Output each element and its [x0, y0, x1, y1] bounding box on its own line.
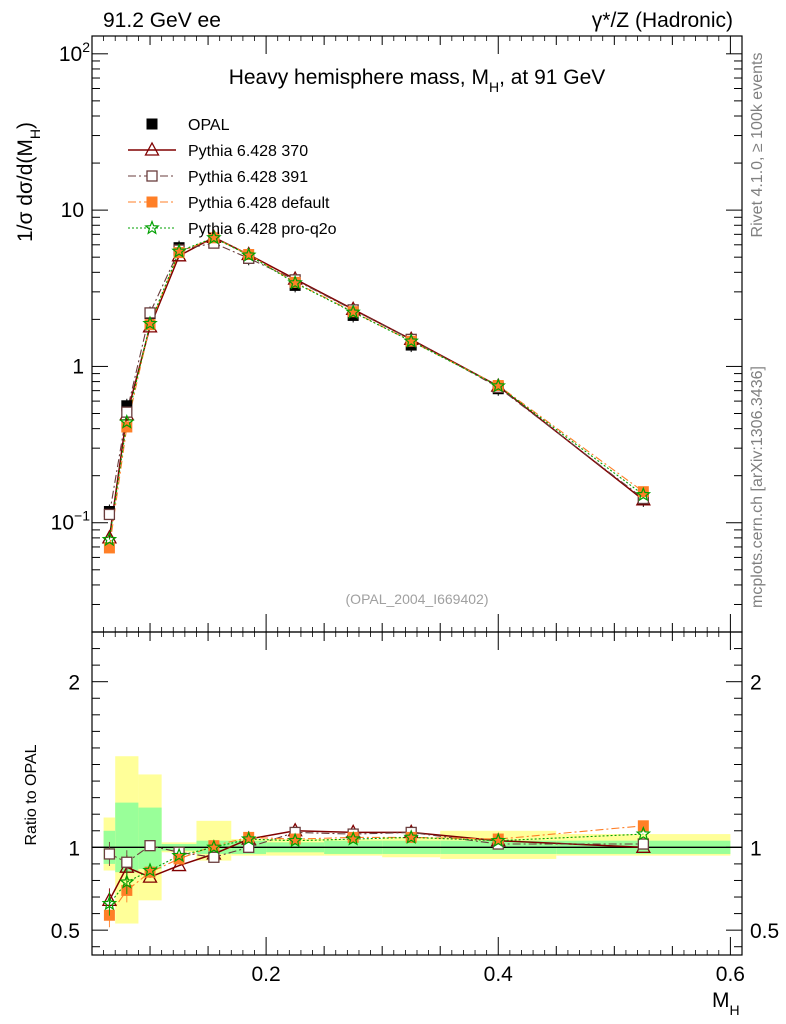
legend-marker-1	[144, 141, 160, 156]
main-title: Heavy hemisphere mass, MH, at 91 GeV	[229, 66, 606, 95]
main-series-3-point	[144, 319, 156, 331]
x-tick-label: 0.2	[252, 963, 281, 986]
ratio-y-tick-label-right: 1	[750, 837, 762, 860]
ratio-y-tick-label: 0.5	[51, 920, 80, 943]
x-tick-label: 0.4	[484, 963, 514, 986]
main-y-tick-label: 10−1	[51, 508, 91, 535]
ratio-series-4-point	[345, 830, 361, 846]
ratio-series-3-point	[637, 820, 649, 832]
ratio-ylabel: Ratio to OPAL	[23, 744, 40, 845]
main-series-4-point	[287, 274, 303, 290]
main-ylabel: 1/σ dσ/d(MH)	[14, 122, 43, 242]
ratio-series-2-point	[637, 838, 649, 850]
legend-label-1: Pythia 6.428 370	[188, 143, 308, 160]
x-tick-label: 0.6	[716, 963, 745, 986]
ratio-plot-frame	[91, 631, 743, 956]
main-series-4-point	[240, 247, 257, 262]
legend-label-2: Pythia 6.428 391	[188, 169, 308, 186]
main-series-3-point	[121, 421, 133, 433]
ratio-series-4-point	[206, 839, 222, 854]
legend-label-4: Pythia 6.428 pro-q2o	[188, 221, 337, 238]
header-right: γ*/Z (Hadronic)	[592, 9, 733, 32]
main-title-part2: , at 91 GeV	[499, 66, 605, 89]
ratio-series-2-point	[144, 840, 156, 852]
ratio-series-4-point	[101, 895, 118, 911]
x-axis-label: MH	[712, 989, 740, 1018]
legend-label-0: OPAL	[188, 117, 230, 134]
rivet-version-text: Rivet 4.1.0, ≥ 100k events	[749, 53, 766, 238]
legend-marker-4	[144, 219, 160, 235]
ratio-series-2-point	[208, 851, 220, 863]
ratio-series-4-point	[171, 847, 187, 863]
ratio-stat-uncertainty-band	[115, 802, 139, 873]
main-series-line-3	[108, 237, 644, 548]
legend-label-3: Pythia 6.428 default	[188, 195, 330, 212]
main-ylabel-subscript: H	[27, 129, 43, 139]
ratio-series-4-point	[240, 830, 257, 846]
ratio-series-4-point	[635, 825, 652, 841]
main-series-line-1	[108, 236, 644, 539]
main-series-4-point	[171, 243, 187, 258]
main-y-tick-label: 102	[59, 39, 90, 66]
main-series-2-point	[103, 508, 116, 521]
main-title-part1: Heavy hemisphere mass, M	[229, 66, 489, 89]
ratio-series-2-point	[121, 856, 133, 868]
ratio-series-4-point	[287, 832, 303, 848]
main-title-subscript: H	[489, 79, 499, 95]
ratio-series-4-point	[490, 832, 506, 848]
main-series-4-point	[118, 414, 135, 429]
main-y-tick-label: 10	[61, 199, 84, 222]
main-series-4-point	[490, 377, 506, 393]
ratio-plot-panel: 0.5 0.5 1 1 2 2 0.2 0.4 0.6 Ratio to OPAL MH	[23, 631, 779, 1018]
ratio-y-tick-label: 2	[68, 672, 80, 695]
legend: OPAL Pythia 6.428 370 Pythia 6.428 391 Pyth…	[128, 117, 337, 238]
x-axis-label-main: M	[712, 989, 730, 1012]
main-ylabel-part1: 1/σ dσ/d(M	[14, 139, 37, 242]
legend-marker-0	[146, 118, 158, 130]
ratio-series-1-point	[171, 857, 187, 872]
ratio-series-3-point	[144, 866, 156, 878]
ratio-series-2-point	[103, 848, 116, 860]
analysis-annotation: (OPAL_2004_I669402)	[346, 591, 489, 607]
ratio-series-4-point	[142, 862, 158, 878]
ratio-stat-uncertainty-band	[138, 807, 162, 869]
legend-marker-3	[146, 196, 158, 208]
ratio-y-tick-label: 1	[68, 837, 80, 860]
main-series-4-point	[206, 229, 222, 245]
main-series-line-4	[108, 237, 644, 540]
ratio-y-tick-label-right: 0.5	[750, 920, 779, 943]
main-y-tick-label: 1	[72, 355, 84, 378]
header-left: 91.2 GeV ee	[103, 9, 221, 32]
ratio-series-4-point	[118, 873, 135, 889]
main-ylabel-part2: )	[14, 122, 37, 129]
main-series-3-point	[173, 247, 185, 259]
mcplots-text: mcplots.cern.ch [arXiv:1306.3436]	[749, 366, 766, 608]
ratio-y-tick-label-right: 2	[750, 672, 762, 695]
x-axis-label-subscript: H	[730, 1002, 740, 1018]
main-series-4-point	[403, 333, 419, 348]
legend-marker-2	[146, 170, 158, 182]
ratio-series-4-point	[403, 829, 419, 845]
main-series-4-point	[142, 315, 158, 331]
main-series-4-point	[101, 531, 118, 547]
main-series-4-point	[345, 304, 361, 319]
main-series-line-2	[108, 242, 644, 515]
main-series-4-point	[635, 486, 652, 502]
main-series-3-point	[637, 486, 649, 498]
